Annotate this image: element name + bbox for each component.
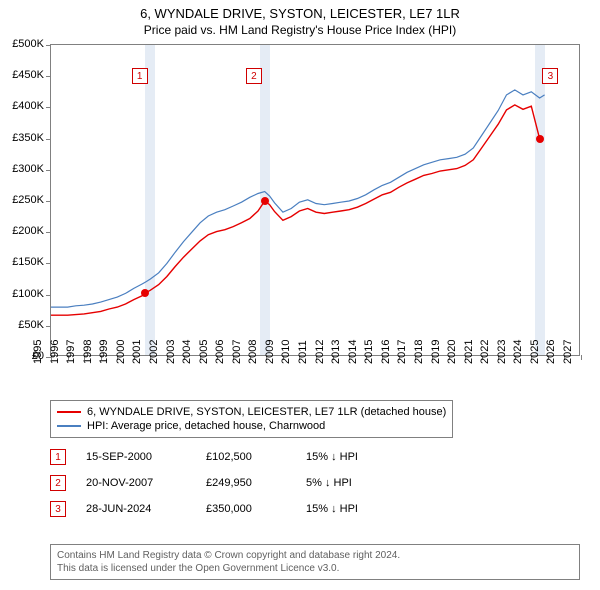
data-point [141, 289, 149, 297]
x-axis-label: 1999 [98, 340, 110, 364]
series-property [51, 105, 540, 315]
x-axis-label: 2012 [314, 340, 326, 364]
y-axis-label: £300K [6, 163, 44, 175]
x-axis-label: 2001 [131, 340, 143, 364]
x-axis-label: 2019 [430, 340, 442, 364]
transaction-delta: 15% ↓ HPI [306, 451, 406, 463]
transactions-table: 1 15-SEP-2000 £102,500 15% ↓ HPI 2 20-NOV-200… [50, 444, 406, 522]
transaction-row: 1 15-SEP-2000 £102,500 15% ↓ HPI [50, 444, 406, 470]
x-axis-label: 2005 [198, 340, 210, 364]
transaction-price: £249,950 [206, 477, 286, 489]
chart-subtitle: Price paid vs. HM Land Registry's House … [0, 21, 600, 37]
x-axis-label: 2026 [545, 340, 557, 364]
x-axis-label: 2014 [347, 340, 359, 364]
legend-swatch [57, 411, 81, 413]
x-axis-label: 2009 [264, 340, 276, 364]
x-axis-label: 2003 [165, 340, 177, 364]
y-axis-label: £50K [6, 319, 44, 331]
x-tick [581, 355, 582, 360]
legend-item: 6, WYNDALE DRIVE, SYSTON, LEICESTER, LE7… [57, 405, 446, 419]
data-point [261, 197, 269, 205]
x-axis-label: 2011 [297, 340, 309, 364]
y-axis-label: £450K [6, 69, 44, 81]
chart-marker: 3 [542, 68, 558, 84]
x-axis-label: 1995 [32, 340, 44, 364]
data-point [536, 135, 544, 143]
transaction-row: 3 28-JUN-2024 £350,000 15% ↓ HPI [50, 496, 406, 522]
x-axis-label: 2008 [247, 340, 259, 364]
transaction-delta: 5% ↓ HPI [306, 477, 406, 489]
transaction-delta: 15% ↓ HPI [306, 503, 406, 515]
legend-swatch [57, 425, 81, 427]
x-axis-label: 2013 [330, 340, 342, 364]
x-axis-label: 2017 [396, 340, 408, 364]
x-axis-label: 2002 [148, 340, 160, 364]
chart-title: 6, WYNDALE DRIVE, SYSTON, LEICESTER, LE7… [0, 0, 600, 21]
transaction-price: £350,000 [206, 503, 286, 515]
y-axis-label: £100K [6, 288, 44, 300]
chart-marker: 1 [132, 68, 148, 84]
attribution-line1: Contains HM Land Registry data © Crown c… [57, 549, 573, 562]
x-axis-label: 2023 [496, 340, 508, 364]
chart-plot-area: 1 2 3 [50, 44, 580, 356]
x-axis-label: 2025 [529, 340, 541, 364]
x-axis-label: 2024 [512, 340, 524, 364]
transaction-marker: 2 [50, 475, 66, 491]
series-hpi [51, 90, 545, 307]
attribution-line2: This data is licensed under the Open Gov… [57, 562, 573, 575]
transaction-date: 15-SEP-2000 [86, 451, 186, 463]
x-axis-label: 2006 [214, 340, 226, 364]
y-axis-label: £400K [6, 100, 44, 112]
x-axis-label: 2007 [231, 340, 243, 364]
transaction-price: £102,500 [206, 451, 286, 463]
x-axis-label: 2000 [115, 340, 127, 364]
attribution: Contains HM Land Registry data © Crown c… [50, 544, 580, 580]
transaction-marker: 3 [50, 501, 66, 517]
y-axis-label: £150K [6, 256, 44, 268]
x-axis-label: 2021 [463, 340, 475, 364]
legend: 6, WYNDALE DRIVE, SYSTON, LEICESTER, LE7… [50, 400, 453, 438]
x-axis-label: 2004 [181, 340, 193, 364]
legend-label: 6, WYNDALE DRIVE, SYSTON, LEICESTER, LE7… [87, 406, 446, 418]
legend-item: HPI: Average price, detached house, Char… [57, 419, 446, 433]
x-axis-label: 2020 [446, 340, 458, 364]
x-axis-label: 2018 [413, 340, 425, 364]
y-axis-label: £350K [6, 132, 44, 144]
transaction-marker: 1 [50, 449, 66, 465]
x-axis-label: 2015 [363, 340, 375, 364]
y-axis-label: £250K [6, 194, 44, 206]
transaction-date: 28-JUN-2024 [86, 503, 186, 515]
x-axis-label: 2027 [562, 340, 574, 364]
transaction-date: 20-NOV-2007 [86, 477, 186, 489]
x-axis-label: 1996 [49, 340, 61, 364]
transaction-row: 2 20-NOV-2007 £249,950 5% ↓ HPI [50, 470, 406, 496]
x-axis-label: 1998 [82, 340, 94, 364]
legend-label: HPI: Average price, detached house, Char… [87, 420, 325, 432]
chart-marker: 2 [246, 68, 262, 84]
x-axis-label: 2022 [479, 340, 491, 364]
y-axis-label: £500K [6, 38, 44, 50]
y-axis-label: £200K [6, 225, 44, 237]
chart-lines [51, 45, 581, 357]
x-axis-label: 1997 [65, 340, 77, 364]
x-axis-label: 2016 [380, 340, 392, 364]
x-axis-label: 2010 [280, 340, 292, 364]
